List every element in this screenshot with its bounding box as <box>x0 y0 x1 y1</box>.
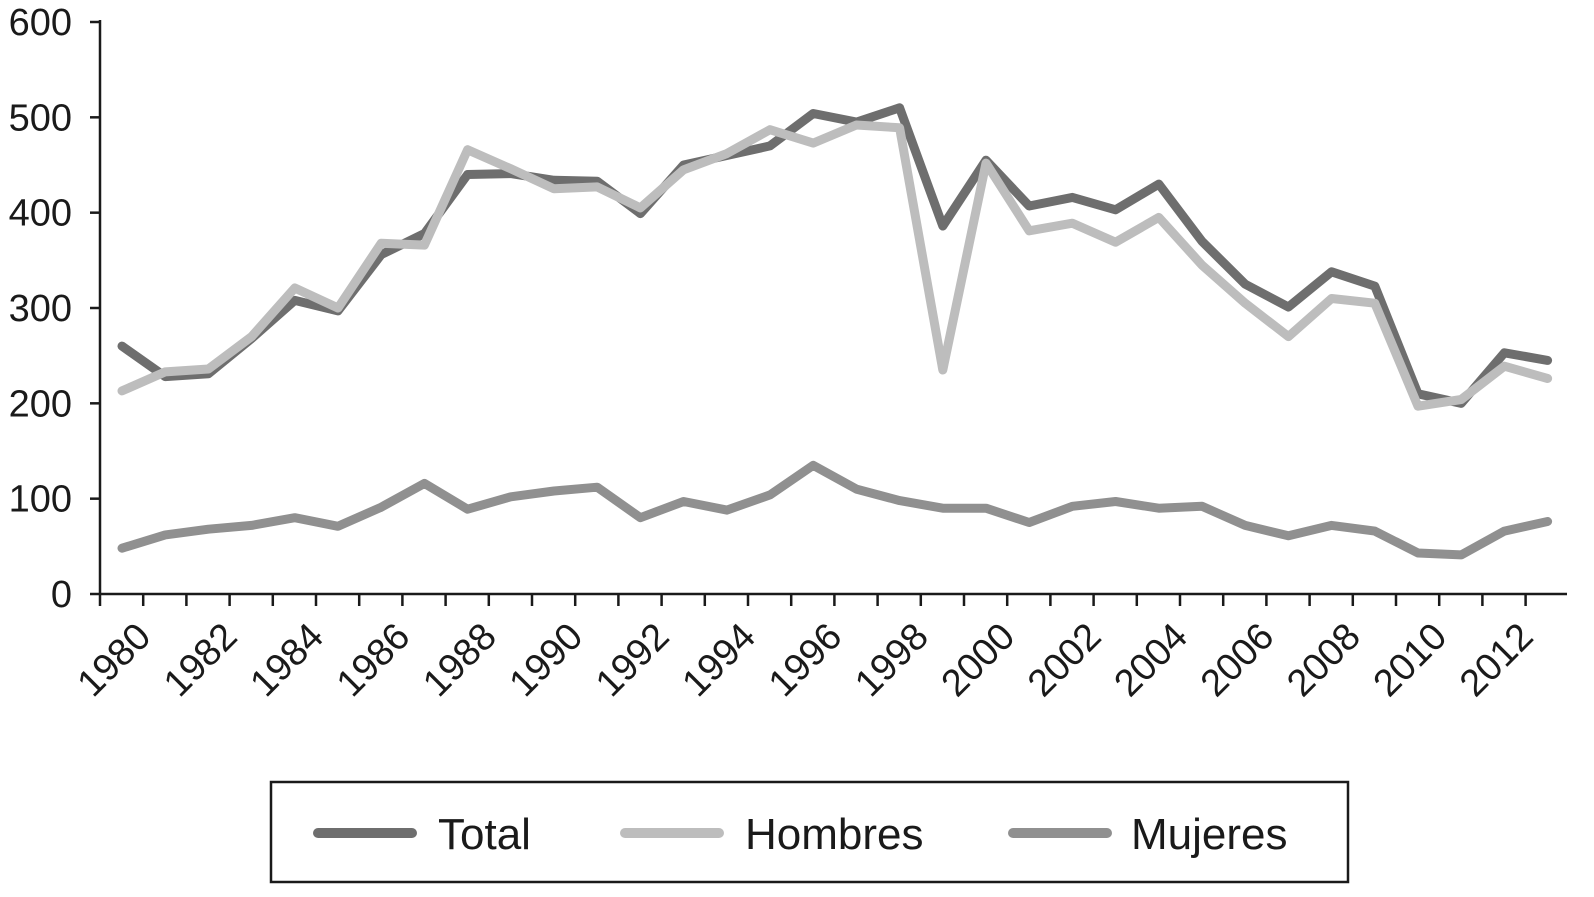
legend-label-mujeres: Mujeres <box>1131 810 1288 859</box>
x-tick-label: 2008 <box>1279 615 1368 704</box>
x-tick-label: 1980 <box>70 615 159 704</box>
y-tick-label: 0 <box>51 574 72 616</box>
x-tick-label: 1984 <box>242 615 331 704</box>
axes: 0100200300400500600198019821984198619881… <box>9 2 1567 705</box>
y-tick-label: 200 <box>9 383 72 425</box>
legend-label-hombres: Hombres <box>745 810 924 859</box>
x-tick-label: 1998 <box>847 615 936 704</box>
series-line-hombres <box>117 120 1553 411</box>
y-tick-label: 400 <box>9 193 72 235</box>
x-tick-label: 2006 <box>1193 615 1282 704</box>
legend-box <box>269 780 1350 884</box>
y-tick-label: 300 <box>9 288 72 330</box>
series-lines <box>117 103 1553 560</box>
x-tick-label: 1996 <box>761 615 850 704</box>
x-tick-label: 1994 <box>674 615 763 704</box>
x-tick-label: 2004 <box>1106 615 1195 704</box>
x-tick-label: 2000 <box>934 615 1023 704</box>
legend: Total Hombres Mujeres <box>269 780 1350 884</box>
x-tick-label: 2010 <box>1366 615 1455 704</box>
x-tick-label: 1992 <box>588 615 677 704</box>
y-tick-label: 500 <box>9 97 72 139</box>
y-tick-label: 600 <box>9 2 72 44</box>
x-tick-label: 1982 <box>156 615 245 704</box>
x-tick-label: 1986 <box>329 615 418 704</box>
series-line-total <box>117 103 1553 408</box>
x-tick-label: 1988 <box>415 615 504 704</box>
y-tick-label: 100 <box>9 479 72 521</box>
legend-label-total: Total <box>438 810 531 859</box>
x-tick-label: 1990 <box>502 615 591 704</box>
series-line-mujeres <box>117 460 1553 560</box>
x-tick-label: 2002 <box>1020 615 1109 704</box>
x-tick-label: 2012 <box>1452 615 1541 704</box>
